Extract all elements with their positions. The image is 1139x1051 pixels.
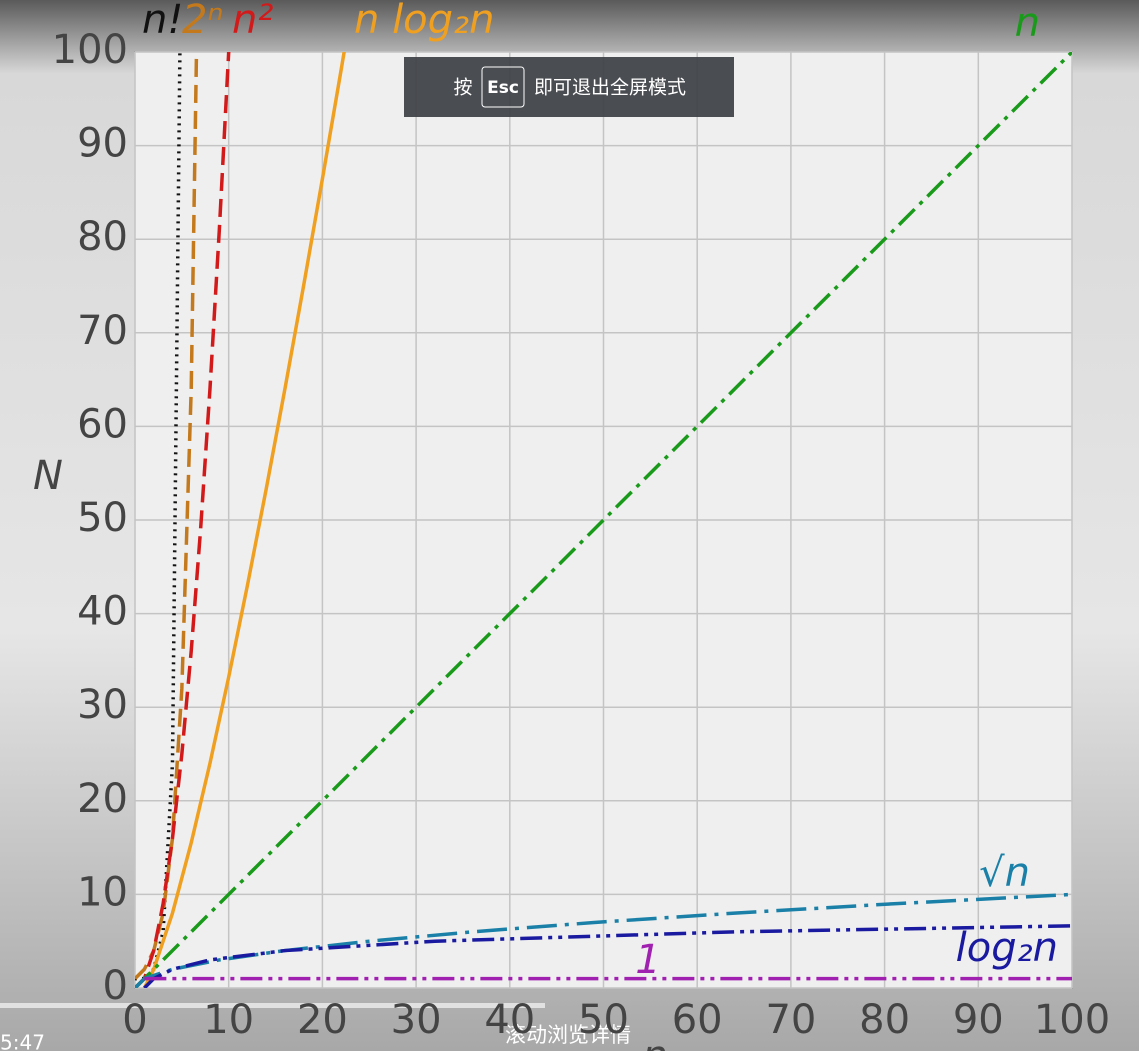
x-tick-label: 0 [122, 997, 147, 1043]
x-tick-label: 100 [1034, 997, 1110, 1043]
y-tick-label: 30 [77, 682, 128, 728]
series-label: log₂n [956, 925, 1058, 971]
series-line [135, 52, 1072, 988]
series-label: n log₂n [354, 0, 494, 43]
scroll-hint[interactable]: 滚动浏览详情 [505, 1023, 631, 1047]
series-label: 2ⁿ [182, 0, 223, 43]
fullscreen-toast [404, 57, 734, 117]
toast-key: Esc [487, 78, 519, 98]
y-tick-label: 80 [77, 214, 128, 260]
x-tick-label: 50 [578, 997, 629, 1043]
y-tick-label: 60 [77, 401, 128, 447]
y-tick-label: 50 [77, 495, 128, 541]
progress-bar[interactable] [0, 1003, 545, 1008]
series-label: 1 [635, 937, 660, 983]
toast-press: 按 [453, 77, 472, 99]
x-tick-label: 30 [391, 997, 442, 1043]
series-label: √n [979, 850, 1030, 896]
y-tick-label: 10 [77, 869, 128, 915]
series-line [142, 52, 346, 988]
y-tick-label: 100 [52, 27, 128, 73]
series-label: n [1015, 0, 1040, 46]
x-axis-label: n [642, 1033, 667, 1051]
x-tick-label: 60 [672, 997, 723, 1043]
y-tick-label: 70 [77, 308, 128, 354]
x-tick-label: 90 [953, 997, 1004, 1043]
x-tick-label: 70 [765, 997, 816, 1043]
y-axis-label: N [33, 453, 63, 499]
y-tick-label: 90 [77, 121, 128, 167]
toast-message: 即可退出全屏模式 [534, 77, 686, 99]
x-tick-label: 40 [484, 997, 535, 1043]
x-tick-label: 80 [859, 997, 910, 1043]
y-tick-label: 0 [103, 963, 128, 1009]
y-tick-label: 20 [77, 776, 128, 822]
series-label: n! [142, 0, 183, 43]
series-label: n² [232, 0, 273, 43]
series-line [135, 892, 1072, 988]
y-tick-label: 40 [77, 589, 128, 635]
series-line [135, 52, 231, 988]
x-tick-label: 10 [203, 997, 254, 1043]
x-tick-label: 20 [297, 997, 348, 1043]
key-box [481, 66, 525, 108]
time: 5:47 [0, 1031, 45, 1051]
